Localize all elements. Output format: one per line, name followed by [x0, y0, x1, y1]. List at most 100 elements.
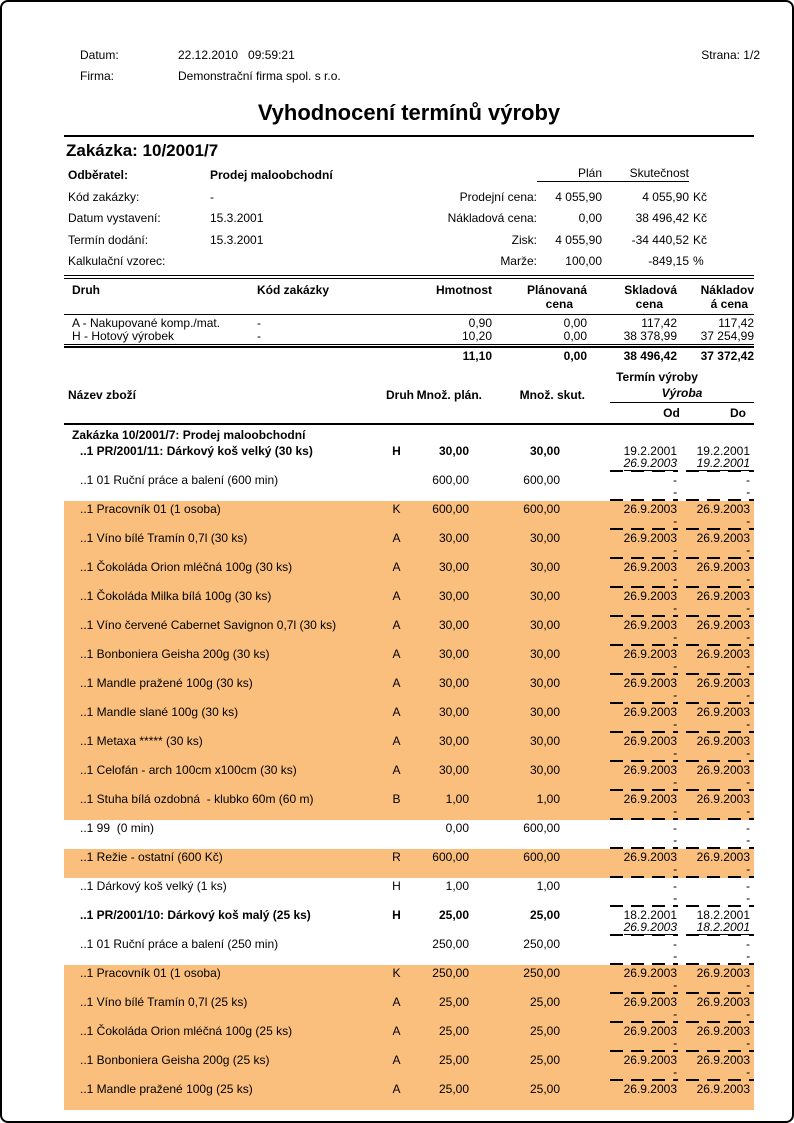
production-row: ..1 Stuha bílá ozdobná - klubko 60m (60 … [64, 791, 754, 820]
item-od-2: - [673, 572, 677, 586]
price-row-zisk: Zisk: 4 055,90 -34 440,52 Kč [402, 230, 714, 252]
item-od-2: 26.9.2003 [623, 920, 677, 935]
item-do-1: 26.9.2003 [696, 705, 750, 719]
production-row: ..1 Pracovník 01 (1 osoba) K 600,00 600,… [64, 501, 754, 530]
item-do-2: - [746, 1036, 750, 1050]
col-nazev-zbozi: Název zboží [68, 388, 137, 402]
item-druh: K [392, 502, 401, 516]
report-header: Datum: 22.12.2010 09:59:21 Firma: Demons… [64, 45, 760, 87]
item-name: ..1 01 Ruční práce a balení (250 min) [80, 937, 279, 951]
item-druh: A [392, 589, 401, 603]
item-od-1: - [673, 821, 677, 835]
price-summary-header: Plán Skutečnost [402, 165, 714, 187]
firma-label: Firma: [80, 69, 114, 83]
item-od-1: 26.9.2003 [623, 1053, 677, 1067]
row-separator-dashes [610, 934, 754, 936]
item-mnoz-skut: 600,00 [523, 850, 560, 864]
title-rule [64, 135, 754, 137]
production-row: ..1 01 Ruční práce a balení (250 min) 25… [64, 936, 754, 965]
field-label: Odběratel: [68, 168, 129, 182]
item-do-2: - [746, 630, 750, 644]
item-druh [379, 473, 414, 488]
item-do-1: - [746, 879, 750, 893]
item-do-2: - [746, 543, 750, 557]
item-od-1: 26.9.2003 [623, 995, 677, 1009]
item-do-2: - [746, 949, 750, 963]
item-mnoz-plan: 1,00 [445, 879, 469, 893]
production-row: ..1 Mandle pražené 100g (25 ks) A 25,00 … [64, 1081, 754, 1110]
group-title: Zakázka 10/2001/7: Prodej maloobchodní [72, 428, 306, 442]
item-mnoz-skut: 25,00 [529, 1053, 560, 1067]
item-druh: A [392, 647, 401, 661]
row-separator-dashes [610, 963, 754, 965]
item-mnoz-skut: 30,00 [529, 531, 560, 545]
item-do-1: 26.9.2003 [696, 763, 750, 777]
item-do-2: - [746, 862, 750, 876]
item-do-2: 19.2.2001 [696, 456, 750, 471]
item-od-1: - [673, 937, 677, 951]
item-druh: B [392, 792, 401, 806]
item-do-2: - [746, 804, 750, 818]
type-nakladova: 37 254,99 [700, 329, 754, 343]
item-do-2: - [746, 688, 750, 702]
production-rows: Zakázka 10/2001/7: Prodej maloobchodní .… [64, 427, 754, 1110]
item-od-2: - [673, 891, 677, 905]
price-label: Prodejní cena: [459, 189, 537, 204]
item-do-2: - [746, 659, 750, 673]
item-mnoz-skut: 250,00 [523, 937, 560, 951]
item-do-2: - [746, 1065, 750, 1079]
item-name: ..1 Mandle pražené 100g (30 ks) [80, 676, 253, 690]
order-body: Odběratel: Prodej maloobchodní Kód zakáz… [64, 165, 754, 275]
total-hmotnost: 11,10 [462, 349, 492, 363]
item-do-2: - [746, 572, 750, 586]
item-mnoz-skut: 30,00 [529, 734, 560, 748]
item-do-1: 26.9.2003 [696, 589, 750, 603]
item-druh: A [392, 618, 401, 632]
order-heading: Zakázka: 10/2001/7 [66, 141, 219, 160]
price-unit: % [693, 254, 704, 268]
item-od-1: 26.9.2003 [623, 560, 677, 574]
type-nakladova: 117,42 [718, 316, 754, 330]
item-mnoz-plan: 1,00 [445, 792, 469, 806]
section-rule [64, 275, 754, 279]
price-unit: Kč [693, 189, 708, 204]
field-row-kod-zakazky: Kód zakázky: - [64, 187, 754, 209]
col-druh: Druh [72, 283, 100, 297]
row-separator-dashes [610, 586, 754, 588]
item-od-2: - [673, 717, 677, 731]
item-do-1: 26.9.2003 [696, 531, 750, 545]
production-row: ..1 Dárkový koš velký (1 ks) H 1,00 1,00… [64, 878, 754, 907]
item-druh [379, 937, 414, 952]
price-row-marze: Marže: 100,00 -849,15 % [402, 251, 714, 273]
item-do-1: 26.9.2003 [696, 734, 750, 748]
price-label: Marže: [500, 254, 537, 268]
item-do-1: - [746, 473, 750, 487]
item-name: ..1 Bonboniera Geisha 200g (25 ks) [80, 1053, 270, 1067]
production-row: ..1 Mandle slané 100g (30 ks) A 30,00 30… [64, 704, 754, 733]
item-do-2: 18.2.2001 [696, 920, 750, 935]
item-od-1: 26.9.2003 [623, 1024, 677, 1038]
production-row: ..1 Víno bílé Tramín 0,7l (30 ks) A 30,0… [64, 530, 754, 559]
item-do-1: 26.9.2003 [696, 1082, 750, 1096]
item-mnoz-skut: 30,00 [529, 589, 560, 603]
field-row-datum-vystaveni: Datum vystavení: 15.3.2001 [64, 208, 754, 230]
type-kod: - [257, 316, 261, 330]
item-od-2: - [673, 601, 677, 615]
price-row-prodejni-cena: Prodejní cena: 4 055,90 4 055,90 Kč [402, 187, 714, 209]
total-skladova: 38 496,42 [623, 349, 677, 363]
item-do-1: - [746, 937, 750, 951]
item-mnoz-skut: 30,00 [529, 705, 560, 719]
price-skutecnost: 38 496,42 [635, 211, 689, 225]
item-do-1: 19.2.2001 [696, 444, 750, 458]
row-separator-dashes [610, 731, 754, 733]
item-name: ..1 Čokoláda Orion mléčná 100g (30 ks) [80, 560, 293, 574]
item-mnoz-skut: 600,00 [523, 502, 560, 516]
firma-value: Demonstrační firma spol. s r.o. [178, 69, 341, 83]
item-od-2: - [673, 862, 677, 876]
col-mnoz-skut: Množ. skut. [519, 388, 585, 402]
row-separator-dashes [610, 992, 754, 994]
item-mnoz-plan: 30,00 [438, 618, 469, 632]
item-mnoz-skut: 1,00 [536, 879, 560, 893]
item-mnoz-skut: 250,00 [523, 966, 560, 980]
item-do-2: - [746, 514, 750, 528]
